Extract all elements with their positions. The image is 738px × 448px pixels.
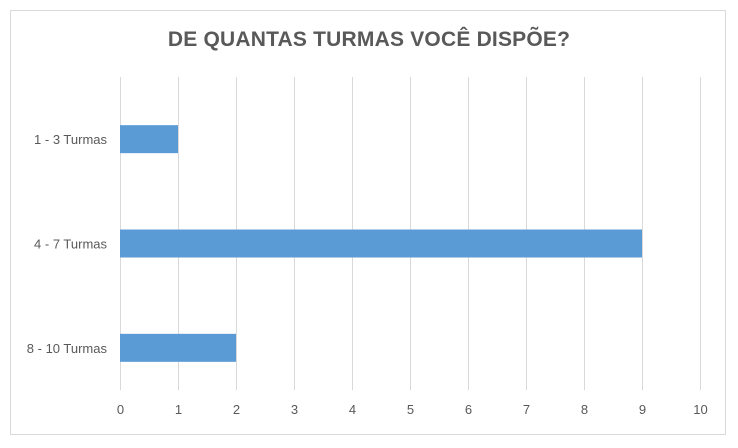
x-tick-label-4: 4 (349, 402, 356, 417)
x-tick-labels: 0 1 2 3 4 5 6 7 8 9 10 (117, 402, 708, 417)
category-label-3: 8 - 10 Turmas (27, 341, 108, 356)
chart-title: DE QUANTAS TURMAS VOCÊ DISPÕE? (167, 28, 571, 51)
x-tick-label-6: 6 (465, 402, 472, 417)
category-label-2: 4 - 7 Turmas (34, 237, 107, 252)
x-tick-label-8: 8 (581, 402, 588, 417)
category-labels: 1 - 3 Turmas 4 - 7 Turmas 8 - 10 Turmas (27, 132, 108, 356)
x-tick-label-1: 1 (175, 402, 182, 417)
x-tick-label-3: 3 (291, 402, 298, 417)
x-tick-label-5: 5 (407, 402, 414, 417)
x-tick-label-10: 10 (693, 402, 707, 417)
x-tick-label-7: 7 (523, 402, 530, 417)
x-tick-label-0: 0 (117, 402, 124, 417)
category-label-1: 1 - 3 Turmas (34, 132, 107, 147)
chart-frame (10, 10, 726, 435)
bar-1-3-turmas (120, 125, 178, 154)
bars (120, 125, 642, 362)
x-tick-label-2: 2 (233, 402, 240, 417)
bar-4-7-turmas (120, 229, 642, 258)
x-tick-label-9: 9 (639, 402, 646, 417)
bar-8-10-turmas (120, 333, 236, 362)
